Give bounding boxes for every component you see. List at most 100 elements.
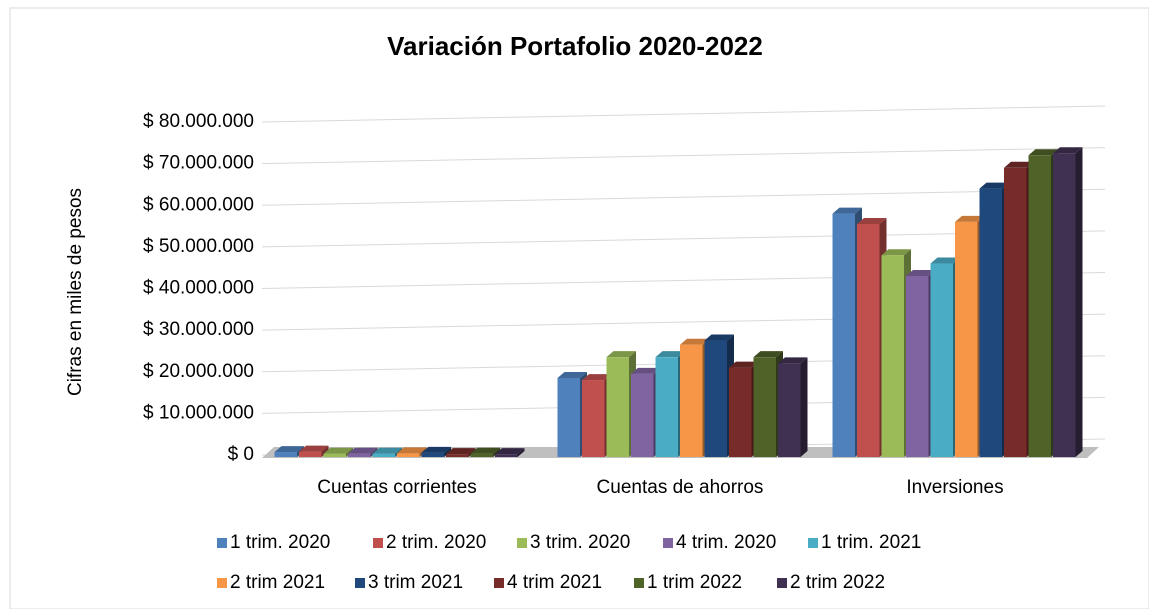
bar-top <box>1028 149 1058 156</box>
y-tick-label: $ 40.000.000 <box>143 278 254 299</box>
grid-line <box>261 188 1106 206</box>
bar-top <box>470 447 500 454</box>
legend-label: 2 trim 2022 <box>790 572 885 593</box>
bar-side <box>444 446 451 457</box>
bar-top <box>348 447 378 454</box>
bar-top <box>495 448 525 455</box>
bar <box>470 453 493 457</box>
y-axis-title: Cifras en miles de pesos <box>65 188 86 396</box>
bar <box>323 453 346 457</box>
legend-swatch <box>634 578 644 588</box>
bar-top <box>955 215 985 222</box>
legend-swatch <box>494 578 504 588</box>
legend-swatch <box>355 578 365 588</box>
legend-label: 4 trim 2021 <box>507 572 602 593</box>
bar <box>421 452 444 457</box>
bar <box>1028 155 1051 458</box>
bar <box>729 367 752 457</box>
legend-swatch <box>217 578 227 588</box>
bar-top <box>753 351 783 358</box>
y-tick-label: $ 20.000.000 <box>143 361 254 382</box>
x-tick-label: Cuentas de ahorros <box>597 477 764 498</box>
bar-top <box>274 446 304 453</box>
bar <box>906 276 929 457</box>
bar <box>274 452 297 457</box>
bar <box>955 221 978 457</box>
chart-title: Variación Portafolio 2020-2022 <box>387 31 763 61</box>
bar-side <box>346 447 353 457</box>
bar-top <box>372 447 402 454</box>
legend-swatch <box>777 578 787 588</box>
bar <box>348 453 371 457</box>
bar-top <box>906 270 936 277</box>
bar <box>495 454 518 457</box>
bar-side <box>321 445 329 457</box>
bar-top <box>680 338 710 345</box>
bar <box>582 380 605 457</box>
bar-side <box>1075 147 1083 457</box>
bar-top <box>655 351 685 358</box>
legend-label: 3 trim. 2020 <box>530 532 630 553</box>
y-tick-label: $ 60.000.000 <box>143 194 254 215</box>
legend-label: 1 trim 2022 <box>647 572 742 593</box>
x-tick-label: Inversiones <box>906 477 1003 498</box>
bar-top <box>421 446 451 453</box>
bar <box>397 453 420 457</box>
bar <box>606 357 629 457</box>
bar <box>881 255 904 457</box>
bar-top <box>778 357 808 364</box>
y-tick-label: $ 10.000.000 <box>143 402 254 423</box>
bar <box>299 451 322 457</box>
bar-top <box>857 217 887 224</box>
legend-label: 2 trim 2021 <box>230 572 325 593</box>
bar-side <box>517 448 525 457</box>
bar <box>446 454 469 457</box>
legend-label: 2 trim. 2020 <box>386 532 486 553</box>
x-tick-label: Cuentas corrientes <box>317 477 476 498</box>
grid-line <box>261 105 1106 123</box>
bar-side <box>493 447 500 457</box>
y-tick-label: $ 80.000.000 <box>143 111 254 132</box>
bar <box>372 453 395 457</box>
bar <box>1004 167 1027 457</box>
y-tick-label: $ 0 <box>228 444 254 465</box>
y-tick-label: $ 30.000.000 <box>143 319 254 340</box>
bar <box>631 373 654 457</box>
legend-swatch <box>517 538 527 548</box>
bar-top <box>446 448 476 455</box>
bar-top <box>299 445 329 452</box>
bar <box>778 363 801 457</box>
legend-label: 1 trim. 2020 <box>230 532 330 553</box>
bar <box>704 340 727 457</box>
bar-top <box>979 182 1009 189</box>
bar <box>979 188 1002 457</box>
bar-top <box>631 367 661 374</box>
legend-label: 4 trim. 2020 <box>676 532 776 553</box>
bar-side <box>370 447 378 457</box>
bar <box>857 223 880 457</box>
legend-label: 3 trim 2021 <box>368 572 463 593</box>
bar <box>930 263 953 457</box>
bar <box>557 377 580 457</box>
grid-line <box>261 147 1106 165</box>
bar-top <box>704 334 734 341</box>
bar-top <box>930 257 960 264</box>
bar <box>655 357 678 457</box>
bar <box>832 213 855 457</box>
bar-top <box>557 371 587 378</box>
bar-side <box>800 357 808 457</box>
bar-top <box>606 351 636 358</box>
legend-swatch <box>373 538 383 548</box>
bar <box>1053 153 1076 457</box>
bar-top <box>729 361 759 368</box>
bar-top <box>582 374 612 381</box>
bar-top <box>1053 147 1083 154</box>
legend-swatch <box>808 538 818 548</box>
bar <box>680 344 703 457</box>
legend-label: 1 trim. 2021 <box>821 532 921 553</box>
legend-swatch <box>663 538 673 548</box>
y-tick-label: $ 70.000.000 <box>143 153 254 174</box>
bar-top <box>1004 161 1034 168</box>
bar <box>753 357 776 457</box>
